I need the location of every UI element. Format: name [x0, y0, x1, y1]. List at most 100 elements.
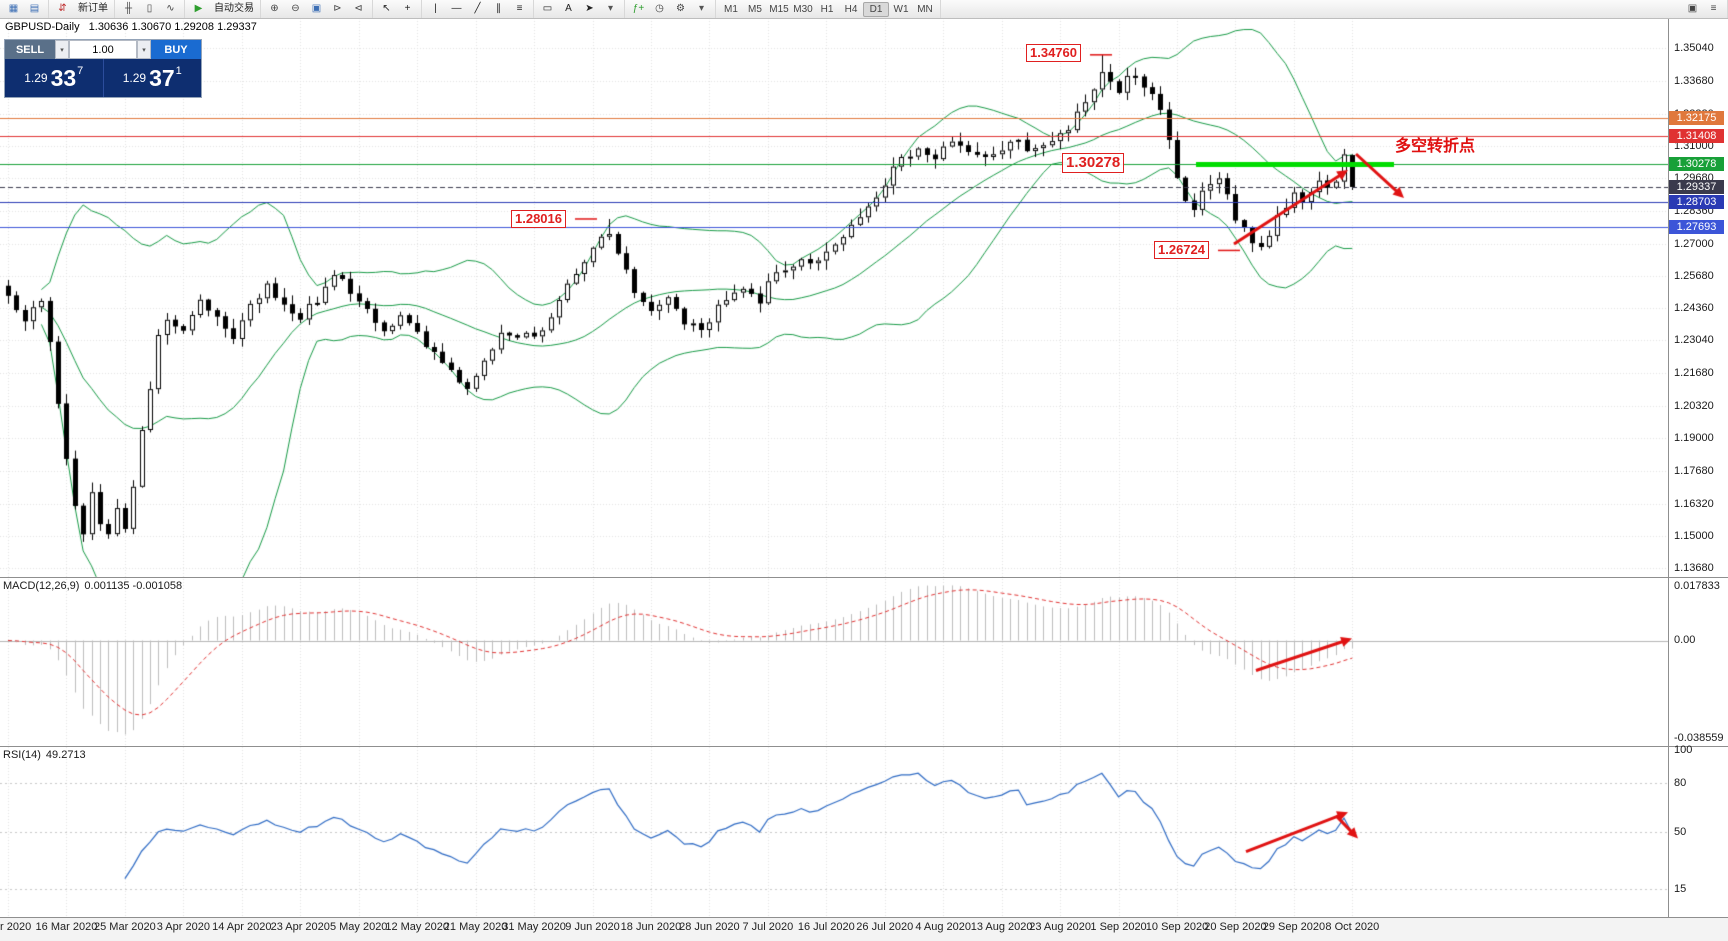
date-label: 16 Mar 2020	[35, 921, 98, 933]
turning-point-label[interactable]: 多空转折点	[1395, 138, 1476, 155]
shapes-icon: ▭	[542, 3, 553, 14]
crosshair-icon[interactable]: +	[398, 2, 417, 16]
buy-price-display[interactable]: 1.29 37 1	[104, 59, 202, 97]
objects-dropdown-icon[interactable]: ▾	[601, 2, 620, 16]
buy-button[interactable]: BUY	[151, 40, 201, 59]
macd-scale-tick: 0.00	[1674, 634, 1696, 647]
toolbar-group-line-tools: | ― ╱ ∥ ≡	[422, 0, 534, 18]
macd-values: 0.001135 -0.001058	[84, 580, 183, 592]
timeframe-mn[interactable]: MN	[917, 3, 933, 15]
date-label: Mar 2020	[0, 921, 32, 933]
chevron-down-icon[interactable]: ▾	[137, 40, 151, 59]
timeframe-h4[interactable]: H4	[844, 3, 858, 15]
rsi-name: RSI(14)	[3, 749, 41, 761]
line-chart-icon[interactable]: ∿	[161, 2, 180, 16]
add-indicator-icon[interactable]: ƒ+	[629, 2, 648, 16]
line-chart-icon: ∿	[166, 3, 175, 14]
timeframe-m30[interactable]: M30	[793, 3, 813, 15]
indicators-dropdown-icon[interactable]: ▾	[692, 2, 711, 16]
new-chart-icon[interactable]: ▦	[4, 2, 23, 16]
macd-panel-separator[interactable]	[0, 577, 1728, 578]
bar-chart-icon[interactable]: ╫	[119, 2, 138, 16]
toolbar-group-zoom-arrange: ⊕ ⊖ ▣ ⊳ ⊲	[261, 0, 373, 18]
chart-shift-icon[interactable]: ⊲	[349, 2, 368, 16]
fibonacci-icon[interactable]: ≡	[510, 2, 529, 16]
toolbar-group-timeframes: M1 M5 M15 M30 H1 H4 D1 W1 MN	[716, 0, 941, 18]
horizontal-line-icon[interactable]: ―	[447, 2, 466, 16]
timeframe-m15[interactable]: M15	[769, 3, 789, 15]
date-label: 8 Oct 2020	[1325, 921, 1380, 933]
date-label: 16 Jul 2020	[797, 921, 855, 933]
autotrading-icon[interactable]: ▶	[189, 2, 208, 16]
shapes-icon[interactable]: ▭	[538, 2, 557, 16]
profiles-icon[interactable]: ▤	[25, 2, 44, 16]
arrow-object-icon[interactable]: ➤	[580, 2, 599, 16]
price-annotation-mid[interactable]: 1.28016	[511, 210, 566, 228]
period-icon: ◷	[655, 3, 664, 14]
date-label: 29 Sep 2020	[1262, 921, 1326, 933]
price-tag-1.31408: 1.31408	[1669, 129, 1724, 144]
zoom-in-icon[interactable]: ⊕	[265, 2, 284, 16]
channel-icon[interactable]: ∥	[489, 2, 508, 16]
templates-icon[interactable]: ⚙	[671, 2, 690, 16]
buy-price-figure: 1.29	[122, 71, 147, 85]
one-click-trading-panel: SELL ▾ ▾ BUY 1.29 33 7 1.29 37 1	[5, 40, 201, 97]
toolbar-menu-icon[interactable]: ≡	[1710, 3, 1717, 14]
rsi-panel-separator[interactable]	[0, 746, 1728, 747]
price-annotation-low[interactable]: 1.26724	[1154, 241, 1209, 259]
timeframe-w1[interactable]: W1	[893, 3, 909, 15]
timeframe-m5[interactable]: M5	[748, 3, 762, 15]
auto-scroll-icon[interactable]: ⊳	[328, 2, 347, 16]
volume-input[interactable]	[69, 40, 137, 59]
zoom-out-icon[interactable]: ⊖	[286, 2, 305, 16]
timeframe-m1[interactable]: M1	[724, 3, 738, 15]
sell-price-pips: 33	[50, 64, 77, 91]
autotrading-icon: ▶	[194, 3, 203, 14]
new-order-icon[interactable]: ⇵	[53, 2, 72, 16]
price-scale-tick: 1.25680	[1674, 269, 1714, 282]
sell-price-display[interactable]: 1.29 33 7	[5, 59, 104, 97]
sell-button[interactable]: SELL	[5, 40, 55, 59]
new-order-button[interactable]: 新订单	[74, 2, 110, 16]
date-label: 10 Sep 2020	[1145, 921, 1209, 933]
period-icon[interactable]: ◷	[650, 2, 669, 16]
new-order-button-label: 新订单	[78, 3, 108, 14]
date-label: 23 Aug 2020	[1029, 921, 1091, 933]
cursor-icon[interactable]: ↖	[377, 2, 396, 16]
time-axis[interactable]	[0, 917, 1728, 941]
price-tag-1.30278: 1.30278	[1669, 156, 1724, 171]
date-label: 31 May 2020	[502, 921, 566, 933]
toolbar: ▦ ▤ ⇵ 新订单 ╫ ▯ ∿ ▶ 自动交易 ⊕ ⊖ ▣ ⊳ ⊲ ↖ + | ― ╱ ∥ ≡ ▭ A ➤ ▾ ƒ+ ◷ ⚙ ▾ M1 M5 M…	[0, 0, 1728, 19]
chevron-down-icon[interactable]: ▾	[55, 40, 69, 59]
timeframe-d1[interactable]: D1	[863, 1, 889, 17]
macd-scale-tick: 0.017833	[1674, 580, 1720, 592]
toolbar-group-cursor-tools: ↖ +	[373, 0, 422, 18]
zoom-out-icon: ⊖	[291, 3, 300, 14]
candlestick-chart-icon[interactable]: ▯	[140, 2, 159, 16]
price-scale-tick: 1.21680	[1674, 367, 1714, 380]
new-chart-icon: ▦	[8, 3, 19, 14]
toolbar-group-chart-windows: ▦ ▤	[0, 0, 49, 18]
autotrading-button[interactable]: 自动交易	[210, 2, 256, 16]
date-label: 7 Jul 2020	[742, 921, 794, 933]
date-label: 5 May 2020	[329, 921, 388, 933]
rsi-scale-tick: 15	[1674, 883, 1687, 896]
fullscreen-icon[interactable]: ▣	[1687, 3, 1698, 14]
price-annotation-resistance[interactable]: 1.30278	[1062, 153, 1125, 173]
tile-windows-icon[interactable]: ▣	[307, 2, 326, 16]
tile-windows-icon: ▣	[311, 3, 322, 14]
toolbar-group-orders: ⇵ 新订单	[49, 0, 115, 18]
toolbar-group-object-tools: ▭ A ➤ ▾	[534, 0, 625, 18]
text-label-icon[interactable]: A	[559, 2, 578, 16]
price-scale-tick: 1.23040	[1674, 334, 1714, 347]
timeframe-h1[interactable]: H1	[820, 3, 834, 15]
price-annotation-peak[interactable]: 1.34760	[1026, 44, 1081, 62]
order-controls-row: SELL ▾ ▾ BUY	[5, 40, 201, 59]
price-scale-tick: 1.35040	[1674, 42, 1714, 54]
trendline-icon: ╱	[474, 3, 481, 14]
trendline-icon[interactable]: ╱	[468, 2, 487, 16]
date-label: 13 Aug 2020	[970, 921, 1033, 933]
vertical-line-icon[interactable]: |	[426, 2, 445, 16]
price-scale-tick: 1.13680	[1674, 561, 1714, 574]
